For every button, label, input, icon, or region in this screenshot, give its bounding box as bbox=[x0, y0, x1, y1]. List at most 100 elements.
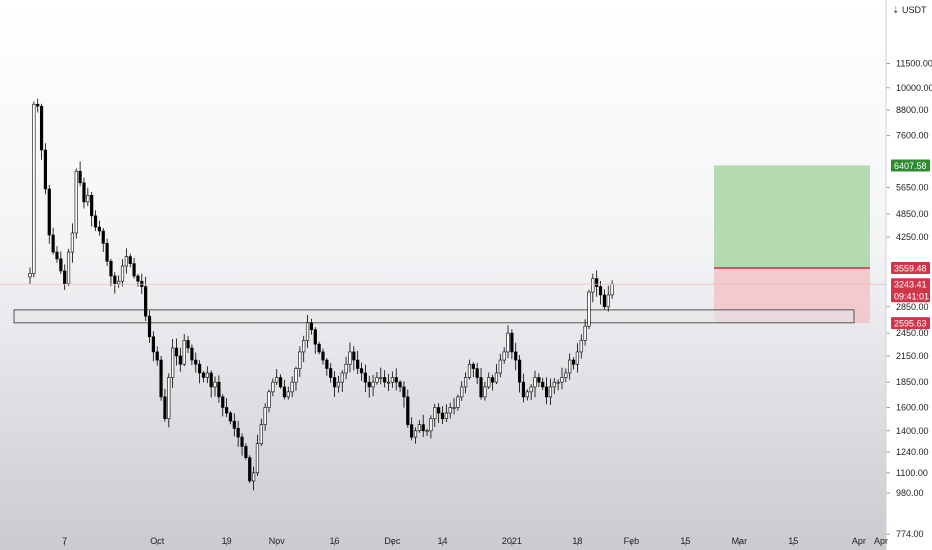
x-tick-label: 7 bbox=[62, 536, 67, 546]
x-tick-label: Oct bbox=[150, 536, 165, 546]
candle-down bbox=[93, 215, 98, 228]
candle-down bbox=[194, 359, 198, 365]
y-tick-label: 5650.00 bbox=[896, 182, 929, 192]
candle-down bbox=[59, 258, 63, 272]
stop-price-tag-bg bbox=[891, 317, 930, 330]
candle-down bbox=[598, 286, 603, 296]
candle-up bbox=[444, 412, 448, 420]
candle-up bbox=[467, 363, 472, 378]
candle-down bbox=[571, 359, 576, 365]
candle-down bbox=[317, 343, 321, 353]
candle-up bbox=[213, 381, 217, 388]
candle-down bbox=[236, 428, 240, 438]
target-price-tag-bg bbox=[891, 159, 930, 172]
price-axis[interactable] bbox=[886, 0, 932, 550]
candle-down bbox=[51, 234, 55, 253]
y-tick-label: 10000.00 bbox=[896, 83, 932, 93]
candle-up bbox=[259, 424, 263, 445]
candle-down bbox=[128, 256, 132, 264]
candle-down bbox=[232, 420, 236, 429]
candle-down bbox=[278, 377, 283, 388]
candle-up bbox=[568, 359, 572, 374]
candle-down bbox=[248, 457, 252, 482]
candle-down bbox=[329, 368, 333, 378]
candle-up bbox=[271, 381, 275, 393]
candle-down bbox=[521, 381, 526, 398]
currency-dropdown-icon[interactable]: ⇣ bbox=[892, 5, 900, 15]
y-tick-label: 1240.00 bbox=[896, 447, 929, 457]
candle-up bbox=[336, 381, 341, 388]
entry-price-tag: 3559.48 bbox=[894, 263, 927, 273]
candle-up bbox=[548, 386, 553, 398]
candle-up bbox=[379, 377, 383, 379]
candle-down bbox=[82, 182, 86, 203]
candle-down bbox=[410, 424, 414, 438]
candle-up bbox=[390, 377, 394, 383]
candle-up bbox=[456, 396, 460, 408]
candle-up bbox=[583, 325, 587, 341]
candle-down bbox=[595, 278, 599, 287]
y-tick-label: 1600.00 bbox=[896, 402, 929, 412]
x-tick-label: Apr bbox=[852, 536, 866, 546]
candle-down bbox=[39, 105, 44, 151]
candle-up bbox=[417, 424, 421, 432]
candle-down bbox=[471, 363, 475, 369]
candle-down bbox=[282, 386, 287, 398]
x-tick-label: Nov bbox=[269, 536, 286, 546]
candle-up bbox=[371, 381, 375, 388]
candle-down bbox=[383, 377, 387, 383]
x-tick-label: Mar bbox=[732, 536, 748, 546]
candle-up bbox=[286, 391, 290, 398]
candle-down bbox=[178, 355, 182, 365]
candle-down bbox=[43, 149, 48, 190]
candle-down bbox=[352, 351, 356, 361]
x-tick-label: Feb bbox=[624, 536, 640, 546]
candle-up bbox=[587, 291, 591, 327]
x-tick-label: 15 bbox=[788, 536, 798, 546]
candle-up bbox=[425, 430, 429, 433]
candle-down bbox=[221, 396, 225, 408]
candle-down bbox=[517, 359, 522, 383]
candle-down bbox=[136, 275, 140, 282]
candle-down bbox=[225, 407, 229, 414]
candle-up bbox=[413, 430, 418, 438]
candle-up bbox=[556, 381, 560, 384]
candle-down bbox=[132, 263, 136, 277]
candle-up bbox=[348, 351, 352, 365]
candle-down bbox=[144, 286, 148, 317]
current-price-tag: 3243.41 bbox=[894, 280, 927, 290]
candle-down bbox=[541, 381, 545, 388]
candle-down bbox=[332, 377, 337, 388]
candle-up bbox=[66, 251, 71, 285]
candle-down bbox=[325, 359, 329, 369]
candle-up bbox=[305, 322, 310, 341]
candle-down bbox=[174, 347, 179, 357]
candle-up bbox=[167, 377, 171, 420]
candle-up bbox=[275, 377, 279, 383]
candle-up bbox=[205, 372, 209, 378]
candle-up bbox=[487, 377, 491, 388]
candle-up bbox=[498, 359, 502, 374]
candle-up bbox=[533, 377, 537, 388]
candle-up bbox=[464, 377, 468, 388]
candle-down bbox=[475, 368, 479, 378]
candle-down bbox=[398, 381, 402, 388]
y-tick-label: 1850.00 bbox=[896, 377, 929, 387]
y-tick-label: 2450.00 bbox=[896, 328, 929, 338]
candle-up bbox=[429, 418, 433, 432]
candle-up bbox=[448, 407, 452, 414]
candle-down bbox=[510, 332, 514, 353]
candle-up bbox=[502, 351, 506, 361]
y-tick-label: 7600.00 bbox=[896, 131, 929, 141]
y-tick-label: 2850.00 bbox=[896, 302, 929, 312]
y-tick-label: 11500.00 bbox=[896, 58, 932, 68]
y-tick-label: 2150.00 bbox=[896, 351, 929, 361]
candle-down bbox=[367, 381, 371, 388]
candle-up bbox=[70, 232, 75, 253]
candle-up bbox=[460, 386, 464, 398]
candle-down bbox=[402, 386, 406, 398]
candle-up bbox=[255, 443, 260, 474]
currency-label: USDT bbox=[902, 5, 927, 15]
current-price-tag-countdown: 09:41:01 bbox=[894, 292, 929, 302]
